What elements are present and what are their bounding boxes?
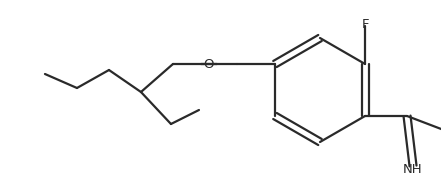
Text: F: F [361,18,369,31]
Text: O: O [204,58,214,71]
Text: NH: NH [403,163,423,176]
